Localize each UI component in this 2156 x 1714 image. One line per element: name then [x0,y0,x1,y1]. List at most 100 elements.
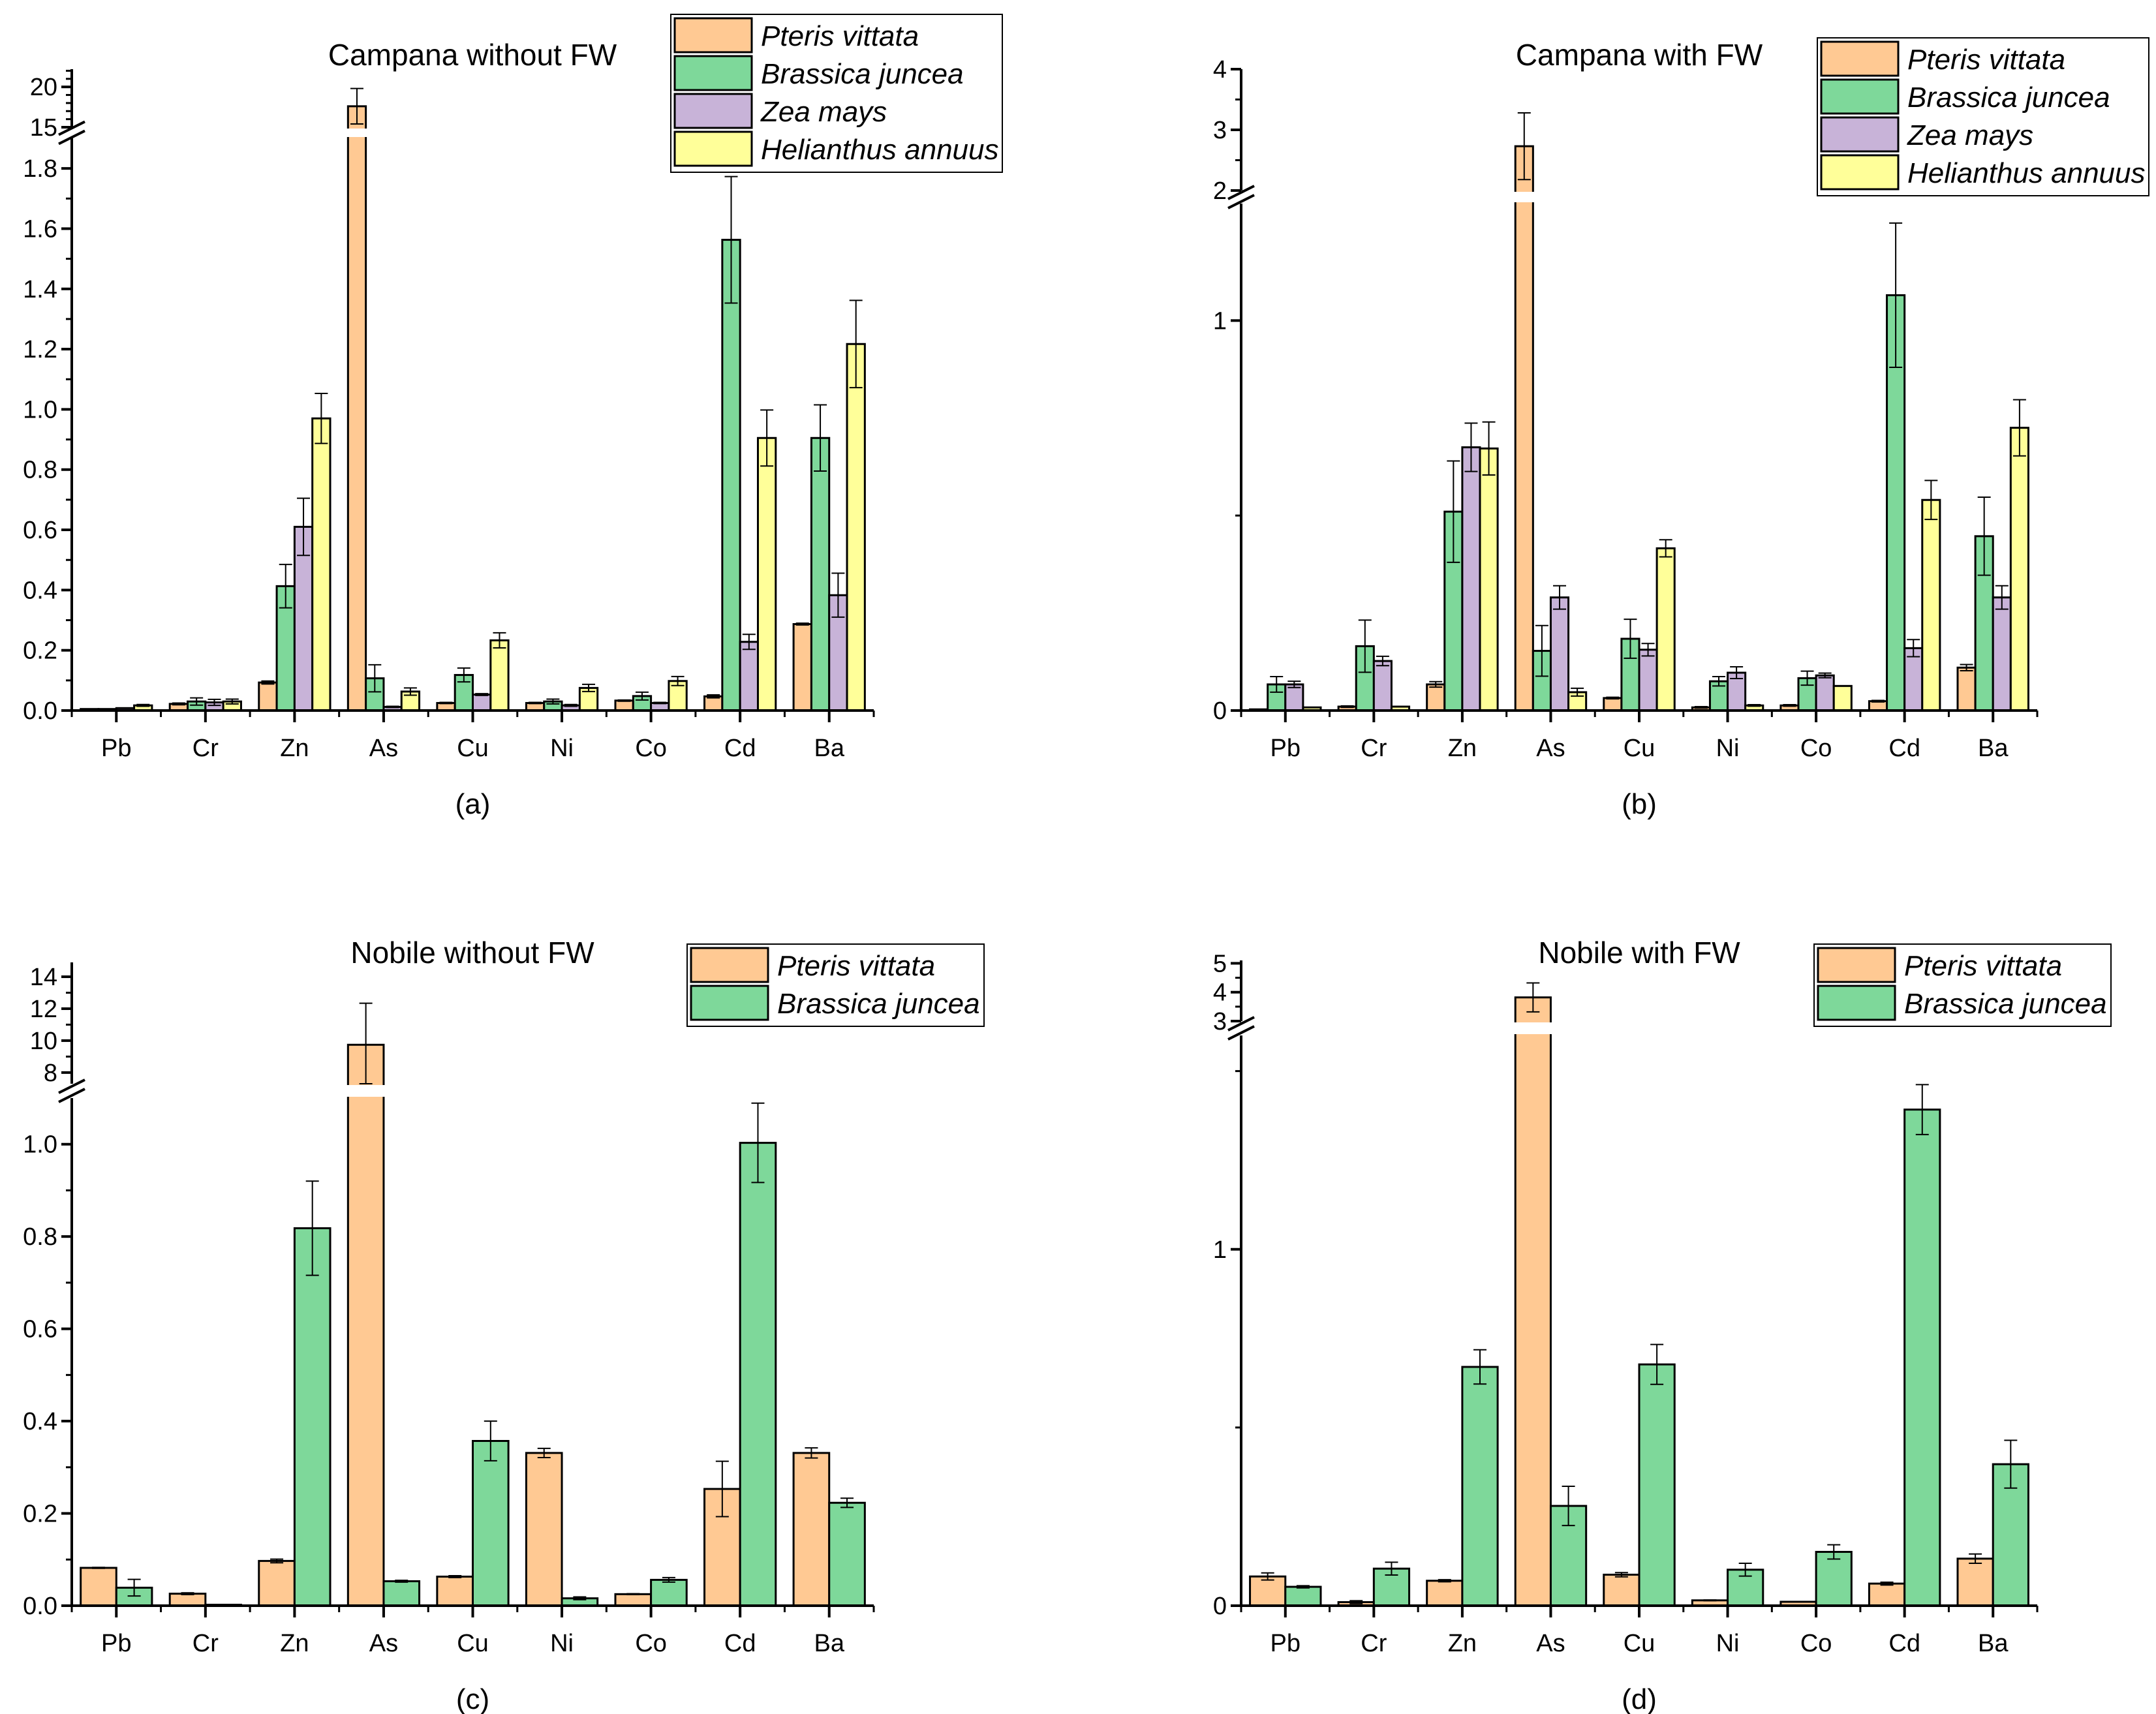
x-tick-label: Cu [1624,735,1656,762]
y-tick-label: 0.6 [23,517,57,544]
y-tick-label: 1.4 [23,276,57,303]
x-tick-label: As [1536,1630,1565,1657]
x-tick-label: Co [635,1630,667,1657]
y-tick-label: 0.0 [23,1593,57,1620]
bar-As-2 [1549,596,1570,712]
legend-swatch [673,130,753,167]
y-tick-label: 1.0 [23,396,57,423]
legend-swatch [1820,154,1900,191]
chart-panel-c: 0.0 0.2 0.4 0.6 0.8 1.0 8 10 12 14 Pb Cr Zn As Cu Ni Co C… [23,936,985,1714]
x-tick-label: Ni [1716,1630,1740,1657]
legend-label: Zea mays [760,96,887,128]
x-tick-label: As [369,735,398,762]
bar-Co-3 [1832,684,1853,712]
chart-title: Nobile with FW [1538,936,1740,970]
bar-Pb-1 [1284,1585,1322,1607]
bar-Zn-3 [311,417,331,712]
x-tick-label: As [1536,735,1565,762]
y-tick-label: 0.4 [23,577,57,604]
x-tick-label: Co [635,735,667,762]
y-tick-label: 0.8 [23,457,57,484]
x-tick-label: Zn [280,735,309,762]
panel-label: (d) [1622,1683,1657,1714]
bar-Cu-0 [436,1575,474,1607]
chart-panel-b: 0 1 2 3 4 Pb Cr Zn As Cu Ni Co Cd Ba Campana with FW (b… [1213,37,2149,820]
bar-Zn-2 [1461,446,1481,712]
axis-break-mark [58,129,85,145]
x-tick-label: Cd [1888,1630,1920,1657]
axis-break-gap [1513,192,1535,202]
y-tick-label: 0.2 [23,637,57,665]
legend-swatch [690,947,769,983]
x-tick-label: Cd [724,735,756,762]
bar-Ba-2 [1992,596,2012,712]
y-tick-label: 12 [30,996,57,1023]
x-tick-label: Ni [550,735,574,762]
y-tick-label: 1.6 [23,215,57,243]
y-tick-label: 3 [1213,1008,1227,1035]
x-tick-label: Cr [1361,735,1387,762]
bar-Ba-0 [792,623,812,712]
x-tick-label: Pb [101,1630,131,1657]
y-tick-label: 0.0 [23,697,57,725]
y-tick-label: 1 [1213,1236,1227,1264]
legend: Pteris vittata Brassica juncea [686,943,985,1027]
y-tick-label: 15 [30,114,57,142]
bar-As-1 [382,1580,421,1607]
bar-Cu-3 [1656,547,1676,712]
y-tick-label: 0.4 [23,1408,57,1435]
x-tick-label: Cu [457,735,489,762]
y-tick-label: 1 [1213,307,1227,335]
bar-Pb-0 [1249,1575,1287,1607]
chart-title: Campana with FW [1516,38,1763,72]
bar-Ba-0 [1956,1557,1994,1607]
bar-Zn-1 [293,1227,331,1607]
bar-Ba-1 [810,436,831,712]
chart-title: Campana without FW [328,38,617,72]
bar-Zn-2 [293,525,314,712]
bar-Cu-0 [1603,697,1623,712]
bar-Zn-0 [1426,683,1446,712]
bar-Cd-1 [721,239,741,712]
axis-break-mark [1227,185,1255,200]
legend-label: Helianthus annuus [761,134,998,166]
legend-swatch [1820,78,1900,115]
bar-Cr-2 [1372,660,1393,712]
bar-Cu-1 [1638,1363,1676,1607]
bar-Cu-2 [472,694,492,712]
bar-Zn-1 [1461,1366,1499,1607]
bar-Cu-1 [472,1440,510,1607]
x-tick-label: Cd [724,1630,756,1657]
x-tick-label: Zn [1448,1630,1477,1657]
panel-label: (a) [455,788,491,820]
legend-label: Brassica juncea [761,58,964,90]
bar-Zn-3 [1479,447,1499,712]
bar-Co-1 [650,1578,688,1607]
legend: Pteris vittata Brassica juncea Zea mays Hel… [1817,37,2149,196]
bar-Zn-0 [258,681,278,712]
x-tick-label: Pb [1270,735,1301,762]
y-tick-label: 3 [1213,117,1227,144]
bar-Cu-3 [489,639,510,712]
bar-Zn-0 [258,1559,296,1607]
axis-break-gap [346,129,368,137]
y-tick-label: 8 [44,1060,57,1087]
bar-Ba-0 [792,1452,831,1607]
x-tick-label: Cu [457,1630,489,1657]
y-tick-label: 0 [1213,1593,1227,1620]
y-tick-label: 20 [30,74,57,101]
axis-break-mark [58,1079,85,1094]
bar-Co-0 [614,699,634,712]
bar-Co-2 [1815,674,1835,712]
legend-swatch [1817,947,1896,983]
x-tick-label: Ba [814,735,844,762]
legend-swatch [1817,985,1896,1021]
legend-label: Brassica juncea [1904,988,2107,1020]
y-tick-label: 1.0 [23,1131,57,1159]
bar-Cu-0 [1603,1573,1640,1607]
y-tick-label: 1.8 [23,155,57,183]
axis-break-mark [1227,1016,1255,1032]
bar-Ba-1 [828,1501,866,1607]
chart-title: Nobile without FW [350,936,594,970]
